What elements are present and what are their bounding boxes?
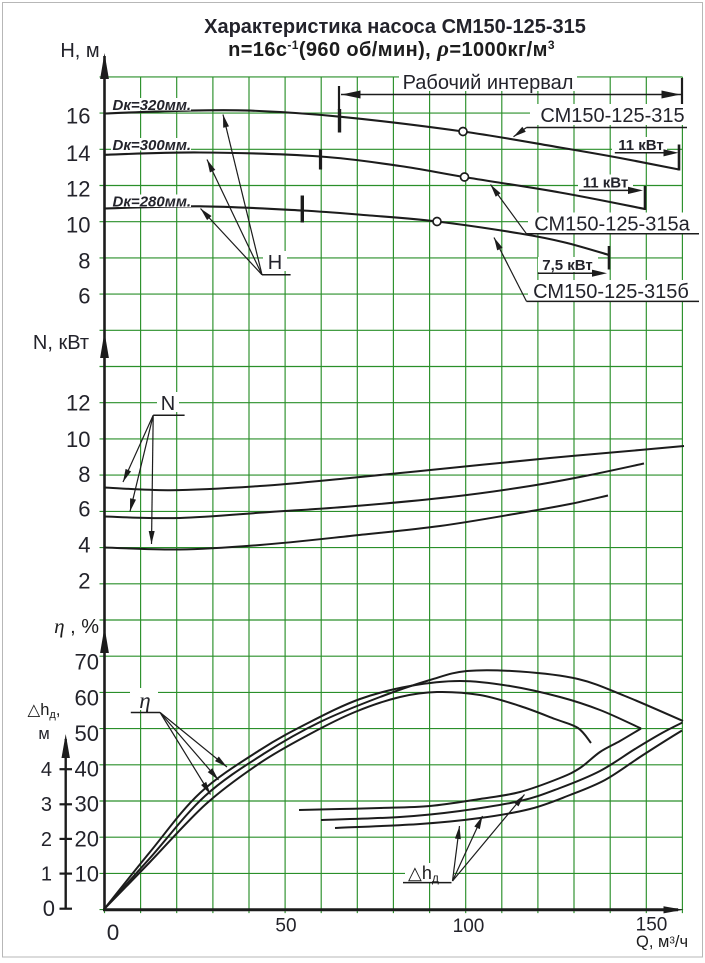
svg-text:4: 4 [41, 759, 52, 781]
svg-text:Н: Н [268, 252, 282, 274]
svg-text:n=16с-1(960 об/мин), ρ=1000кг/: n=16с-1(960 об/мин), ρ=1000кг/м3 [228, 36, 555, 61]
svg-text:50: 50 [275, 916, 296, 937]
svg-text:14: 14 [66, 141, 90, 166]
svg-text:16: 16 [66, 104, 90, 129]
svg-text:50: 50 [75, 721, 99, 746]
svg-text:60: 60 [75, 686, 99, 711]
svg-text:10: 10 [75, 862, 99, 887]
svg-text:η: η [139, 688, 150, 713]
svg-text:11 кВт: 11 кВт [618, 137, 664, 154]
svg-text:11 кВт: 11 кВт [583, 175, 629, 192]
svg-text:6: 6 [78, 284, 90, 309]
svg-text:N: N [161, 393, 175, 415]
svg-text:СМ150-125-315: СМ150-125-315 [540, 105, 684, 127]
svg-text:0: 0 [43, 896, 55, 921]
svg-text:8: 8 [78, 249, 90, 274]
svg-text:Характеристика насоса СМ150-12: Характеристика насоса СМ150-125-315 [204, 16, 586, 38]
svg-text:Dк=280мм.: Dк=280мм. [113, 194, 192, 211]
svg-text:100: 100 [453, 916, 485, 937]
svg-text:η , %: η , % [54, 614, 99, 638]
svg-text:0: 0 [107, 920, 120, 945]
svg-text:8: 8 [78, 462, 90, 487]
svg-text:70: 70 [75, 650, 99, 675]
svg-text:Н, м: Н, м [60, 40, 99, 62]
svg-text:Dк=300мм.: Dк=300мм. [113, 137, 192, 154]
svg-text:40: 40 [75, 757, 99, 782]
svg-text:10: 10 [66, 213, 90, 238]
svg-text:СМ150-125-315а: СМ150-125-315а [534, 214, 690, 236]
svg-text:2: 2 [78, 569, 90, 594]
svg-text:△hд,: △hд, [28, 701, 61, 721]
svg-text:2: 2 [41, 829, 52, 851]
svg-text:СМ150-125-315б: СМ150-125-315б [533, 281, 689, 303]
svg-text:N, кВт: N, кВт [33, 332, 89, 354]
svg-text:Рабочий интервал: Рабочий интервал [403, 72, 574, 94]
svg-text:20: 20 [75, 827, 99, 852]
svg-text:7,5 кВт: 7,5 кВт [542, 257, 593, 274]
svg-text:6: 6 [78, 497, 90, 522]
svg-text:4: 4 [78, 533, 90, 558]
svg-text:30: 30 [75, 792, 99, 817]
svg-text:12: 12 [66, 391, 90, 416]
svg-text:10: 10 [66, 427, 90, 452]
svg-text:12: 12 [66, 177, 90, 202]
svg-text:150: 150 [636, 915, 668, 936]
svg-text:Q, м3/ч: Q, м3/ч [636, 933, 688, 951]
svg-text:3: 3 [41, 794, 52, 816]
svg-text:△hд: △hд [408, 863, 439, 885]
svg-text:Dк=320мм.: Dк=320мм. [113, 97, 192, 114]
svg-text:м: м [38, 725, 49, 743]
svg-text:1: 1 [41, 864, 52, 886]
